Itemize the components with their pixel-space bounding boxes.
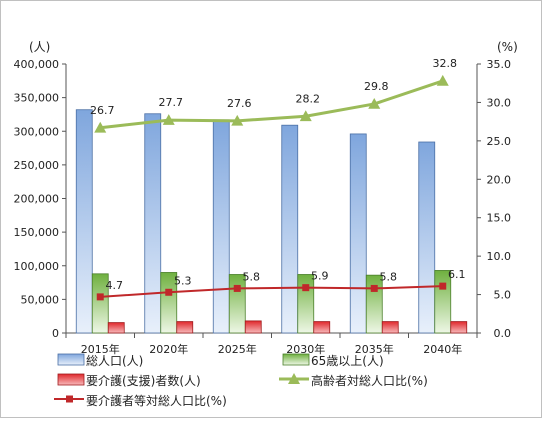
y-right-tick-label: 30.0 [487,96,512,109]
bar-care-needed [381,321,399,334]
bar-care-needed [107,322,125,334]
x-tick-label: 2035年 [355,342,394,356]
bar-over-65 [365,274,383,334]
x-tick-label: 2025年 [218,342,257,356]
legend-total-population-swatch [57,353,85,366]
legend-care-needed-swatch [57,373,85,386]
legend-care-needed: 要介護(支援)者数(人) [57,373,201,388]
y-left-tick-label: 250,000 [14,159,60,172]
data-label-care-ratio: 5.8 [243,270,261,283]
marker-elderly-ratio [299,110,312,122]
y-left-tick-label: 50,000 [21,293,60,306]
data-label-elderly-ratio: 27.6 [227,97,252,110]
bar-care-needed [244,320,262,334]
y-left-tick-label: 200,000 [14,193,60,206]
x-tick-label: 2040年 [423,342,462,356]
bar-total-population [75,109,93,334]
data-label-care-ratio: 5.9 [311,270,329,283]
data-label-care-ratio: 5.8 [380,270,398,283]
data-label-care-ratio: 6.1 [448,268,466,281]
y-left-tick-label: 400,000 [14,58,60,71]
y-left-tick-label: 100,000 [14,260,60,273]
legend-care-needed-label: 要介護(支援)者数(人) [86,373,201,388]
marker-elderly-ratio [162,114,175,125]
bar-care-needed [313,321,331,334]
y-right-tick-label: 15.0 [487,212,512,225]
marker-elderly-ratio [94,121,107,133]
bar-total-population [281,124,299,334]
legend-over-65: 65歳以上(人) [282,353,384,368]
y-right-tick-label: 20.0 [487,173,512,186]
bar-over-65 [297,274,315,334]
y-left-unit: (人) [29,40,50,54]
y-right-tick-label: 10.0 [487,250,512,263]
bar-total-population [212,119,230,334]
marker-care-ratio [233,284,241,292]
data-label-elderly-ratio: 28.2 [296,92,321,105]
bar-total-population [144,113,162,334]
bar-over-65 [91,273,109,334]
marker-elderly-ratio [231,114,244,126]
legend-total-population-label: 総人口(人) [86,354,143,368]
marker-care-ratio [96,293,104,301]
x-tick-label: 2015年 [81,342,120,356]
data-label-care-ratio: 4.7 [106,279,124,292]
marker-care-ratio [370,284,378,292]
y-left-tick-label: 300,000 [14,125,60,138]
data-label-care-ratio: 5.3 [174,274,192,287]
y-right-tick-label: 25.0 [487,135,512,148]
x-tick-label: 2030年 [286,342,325,356]
data-label-elderly-ratio: 29.8 [364,80,389,93]
legend-elderly-ratio-marker [288,373,300,384]
line-elderly-ratio [100,79,444,130]
y-left-tick-label: 350,000 [14,92,60,105]
y-left-tick-label: 150,000 [14,226,60,239]
data-label-elderly-ratio: 27.7 [159,96,184,109]
legend-care-ratio-label: 要介護者等対総人口比(%) [86,393,227,408]
y-right-tick-label: 35.0 [487,58,512,71]
legend-care-ratio-marker [66,395,73,403]
x-tick-label: 2020年 [149,342,188,356]
line-care-ratio [100,285,443,298]
bar-care-needed [176,321,194,334]
marker-care-ratio [165,288,173,296]
bar-total-population [418,141,436,334]
y-right-tick-label: 0.0 [494,327,512,340]
legend-over-65-swatch [282,353,310,366]
legend-elderly-ratio: 高齢者対総人口比(%) [279,373,428,388]
legend-total-population: 総人口(人) [57,353,143,368]
y-left-tick-label: 0 [52,327,59,340]
data-label-elderly-ratio: 32.8 [433,57,458,70]
data-label-elderly-ratio: 26.7 [90,104,115,117]
y-right-tick-label: 5.0 [494,289,512,302]
bar-care-needed [450,321,468,334]
legend-over-65-label: 65歳以上(人) [311,354,384,368]
y-right-unit: (%) [497,40,518,54]
marker-care-ratio [302,284,310,292]
marker-care-ratio [439,282,447,290]
bar-over-65 [160,272,178,334]
bar-total-population [349,133,367,334]
legend-elderly-ratio-label: 高齢者対総人口比(%) [311,373,428,388]
marker-elderly-ratio [368,97,381,109]
legend-care-ratio: 要介護者等対総人口比(%) [54,393,227,408]
marker-elderly-ratio [436,74,449,86]
